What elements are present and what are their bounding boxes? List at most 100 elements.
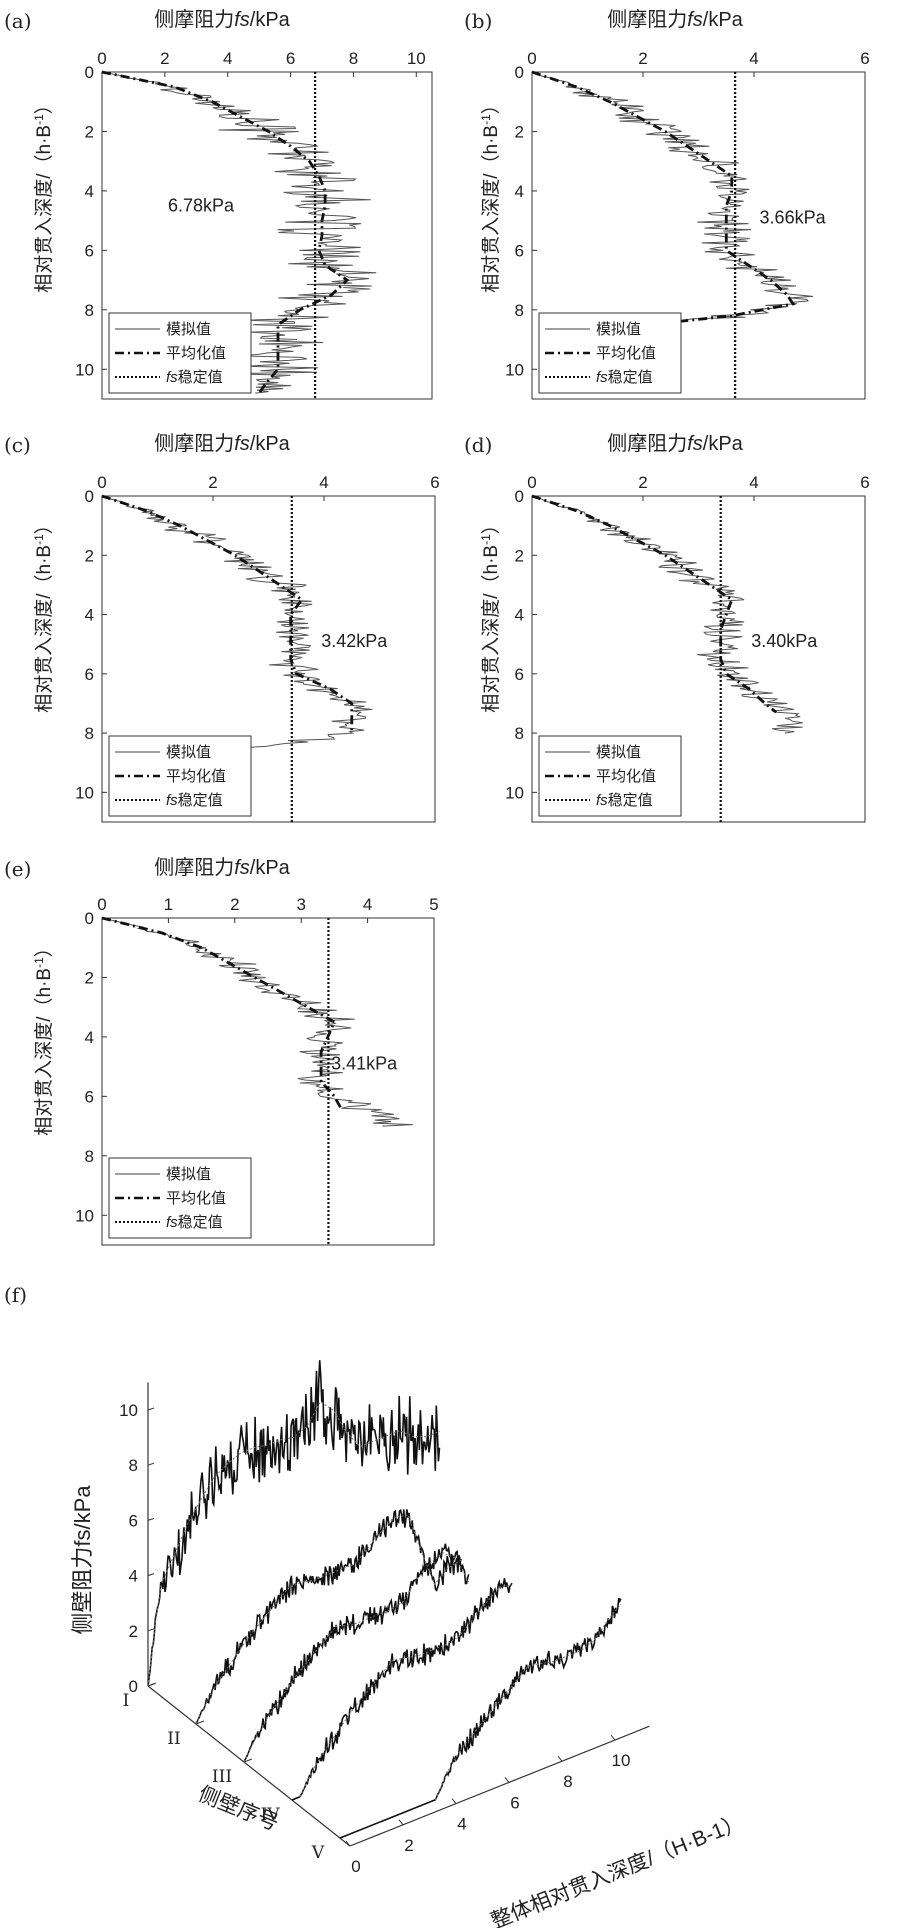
- simulated-series-line: [101, 917, 413, 1127]
- panel-label-d: (d): [464, 433, 492, 457]
- panel-e: (e) 侧摩阻力fs/kPa 相对贯入深度/（h·B-1） 0 1 2 3 4 5 0 2 4 6…: [4, 856, 439, 1246]
- fs-tick-label: 4: [129, 1567, 138, 1586]
- depth-tick: [610, 1734, 616, 1741]
- y-tick-label: 6: [515, 665, 524, 684]
- x-tick-label: 4: [223, 49, 232, 68]
- legend-box: [108, 1157, 252, 1239]
- depth-tick: [398, 1819, 404, 1826]
- fs-tick-label: 8: [129, 1456, 138, 1475]
- panel-c-plot-area: 0 2 4 6 0 2 4 6 8 10: [75, 473, 440, 822]
- legend-averaged-label: 平均化值: [166, 1190, 226, 1207]
- averaged-series-line: [531, 494, 778, 714]
- legend-stable-label: fs稳定值: [596, 369, 653, 386]
- panel-b-xlabel: 侧摩阻力fs/kPa: [607, 8, 743, 31]
- fs-tick: [147, 1517, 155, 1521]
- panel-d: (d) 侧摩阻力fs/kPa 相对贯入深度/（h·B-1） 0 2 4 6 0 2 4 6 8 1…: [464, 432, 870, 823]
- x-tick-label: 2: [160, 49, 169, 68]
- panel-d-frame: [531, 495, 866, 823]
- legend-simulated-label: 模拟值: [166, 1166, 211, 1183]
- x-tick-label: 2: [230, 895, 239, 914]
- legend-averaged-label: 平均化值: [166, 768, 226, 785]
- panel-c-ylabel: 相对贯入深度/（h·B-1）: [32, 515, 55, 713]
- panel-b-legend: 模拟值 平均化值 fs稳定值: [538, 312, 682, 394]
- wall-tick: [147, 1682, 157, 1687]
- wall-II-averaged-line: [195, 1514, 462, 1725]
- y-tick-label: 0: [85, 909, 94, 928]
- y-tick-label: 8: [85, 724, 94, 743]
- y-tick-label: 0: [85, 63, 94, 82]
- y-tick-label: 4: [85, 182, 94, 201]
- panel-d-legend: 模拟值 平均化值 fs稳定值: [538, 735, 682, 817]
- panel-a-ylabel: 相对贯入深度/（h·B-1）: [32, 95, 55, 293]
- legend-simulated-label: 模拟值: [166, 321, 211, 338]
- y-tick-label: 2: [85, 122, 94, 141]
- legend-stable-label: fs稳定值: [166, 792, 223, 809]
- panel-f-zlabel: 侧壁阻力fs/kPa: [70, 1485, 95, 1635]
- panel-e-legend: 模拟值 平均化值 fs稳定值: [108, 1157, 252, 1239]
- panel-b: (b) 侧摩阻力fs/kPa 相对贯入深度/（h·B-1） 0 2 4 6 0 2 4 6 8 1…: [464, 8, 870, 400]
- panel-label-b: (b): [464, 9, 492, 33]
- legend-simulated-label: 模拟值: [596, 321, 641, 338]
- x-tick-label: 1: [164, 895, 173, 914]
- panel-c-frame: [101, 495, 436, 823]
- legend-box: [108, 312, 252, 394]
- panel-b-plot-area: 0 2 4 6 0 2 4 6 8 10: [505, 49, 870, 399]
- y-tick-label: 6: [85, 241, 94, 260]
- wall-tick-label: I: [123, 1691, 130, 1711]
- wall-tick-label: II: [167, 1729, 180, 1749]
- x-tick-label: 10: [407, 49, 426, 68]
- x-tick-label: 4: [749, 473, 758, 492]
- simulated-series-line: [531, 495, 803, 734]
- depth-tick-label: 10: [612, 1751, 631, 1770]
- panel-e-frame: [101, 917, 435, 1246]
- averaged-series-line: [101, 916, 343, 1109]
- x-tick-label: 0: [97, 895, 106, 914]
- panel-a-frame: [101, 71, 433, 400]
- simulated-series-line: [101, 495, 373, 749]
- x-tick-label: 2: [638, 49, 647, 68]
- panel-b-ylabel: 相对贯入深度/（h·B-1）: [479, 95, 502, 293]
- x-tick-label: 5: [429, 895, 438, 914]
- panel-c-xlabel: 侧摩阻力fs/kPa: [154, 432, 290, 455]
- y-tick-label: 2: [85, 968, 94, 987]
- y-tick-label: 2: [85, 546, 94, 565]
- y-tick-label: 8: [85, 1147, 94, 1166]
- panel-a-plot-area: 0 2 4 6 8 10 0 2 4 6 8 10: [75, 49, 426, 399]
- y-tick-label: 4: [515, 182, 524, 201]
- fs-tick-label: 10: [119, 1401, 138, 1420]
- wall-III-simulated-line: [243, 1543, 470, 1763]
- fs-tick-label: 0: [129, 1677, 138, 1696]
- panel-a-xlabel: 侧摩阻力fs/kPa: [154, 8, 290, 31]
- wall-tick: [243, 1758, 253, 1763]
- y-tick-label: 4: [85, 606, 94, 625]
- averaged-series-line: [531, 70, 796, 335]
- y-tick-label: 0: [515, 487, 524, 506]
- y-tick-label: 4: [515, 606, 524, 625]
- depth-tick-label: 2: [404, 1836, 413, 1855]
- legend-averaged-label: 平均化值: [596, 345, 656, 362]
- wall-IV-simulated-line: [291, 1578, 513, 1801]
- x-tick-label: 4: [319, 473, 328, 492]
- x-tick-label: 6: [286, 49, 295, 68]
- y-tick-label: 10: [75, 783, 94, 802]
- panel-f: (f) 侧壁阻力fs/kPa 侧壁序号 整体相对贯入深度/（H·B-1） 024…: [4, 1283, 747, 1928]
- wall-tick: [195, 1720, 205, 1725]
- depth-tick: [345, 1840, 351, 1847]
- wall-II-simulated-line: [195, 1508, 462, 1725]
- x-tick-label: 0: [97, 49, 106, 68]
- fs-tick: [147, 1628, 155, 1632]
- panel-e-stable-annotation: 3.41kPa: [331, 1054, 398, 1074]
- panel-d-xlabel: 侧摩阻力fs/kPa: [607, 432, 743, 455]
- panel-c-stable-annotation: 3.42kPa: [321, 631, 388, 651]
- panel-e-xlabel: 侧摩阻力fs/kPa: [154, 856, 290, 879]
- y-tick-label: 4: [85, 1028, 94, 1047]
- depth-tick: [451, 1798, 457, 1804]
- legend-box: [538, 312, 682, 394]
- y-tick-label: 10: [75, 1206, 94, 1225]
- legend-averaged-label: 平均化值: [596, 768, 656, 785]
- legend-stable-label: fs稳定值: [596, 792, 653, 809]
- x-tick-label: 6: [860, 473, 869, 492]
- panel-a-legend: 模拟值 平均化值 fs稳定值: [108, 312, 252, 394]
- x-tick-label: 2: [208, 473, 217, 492]
